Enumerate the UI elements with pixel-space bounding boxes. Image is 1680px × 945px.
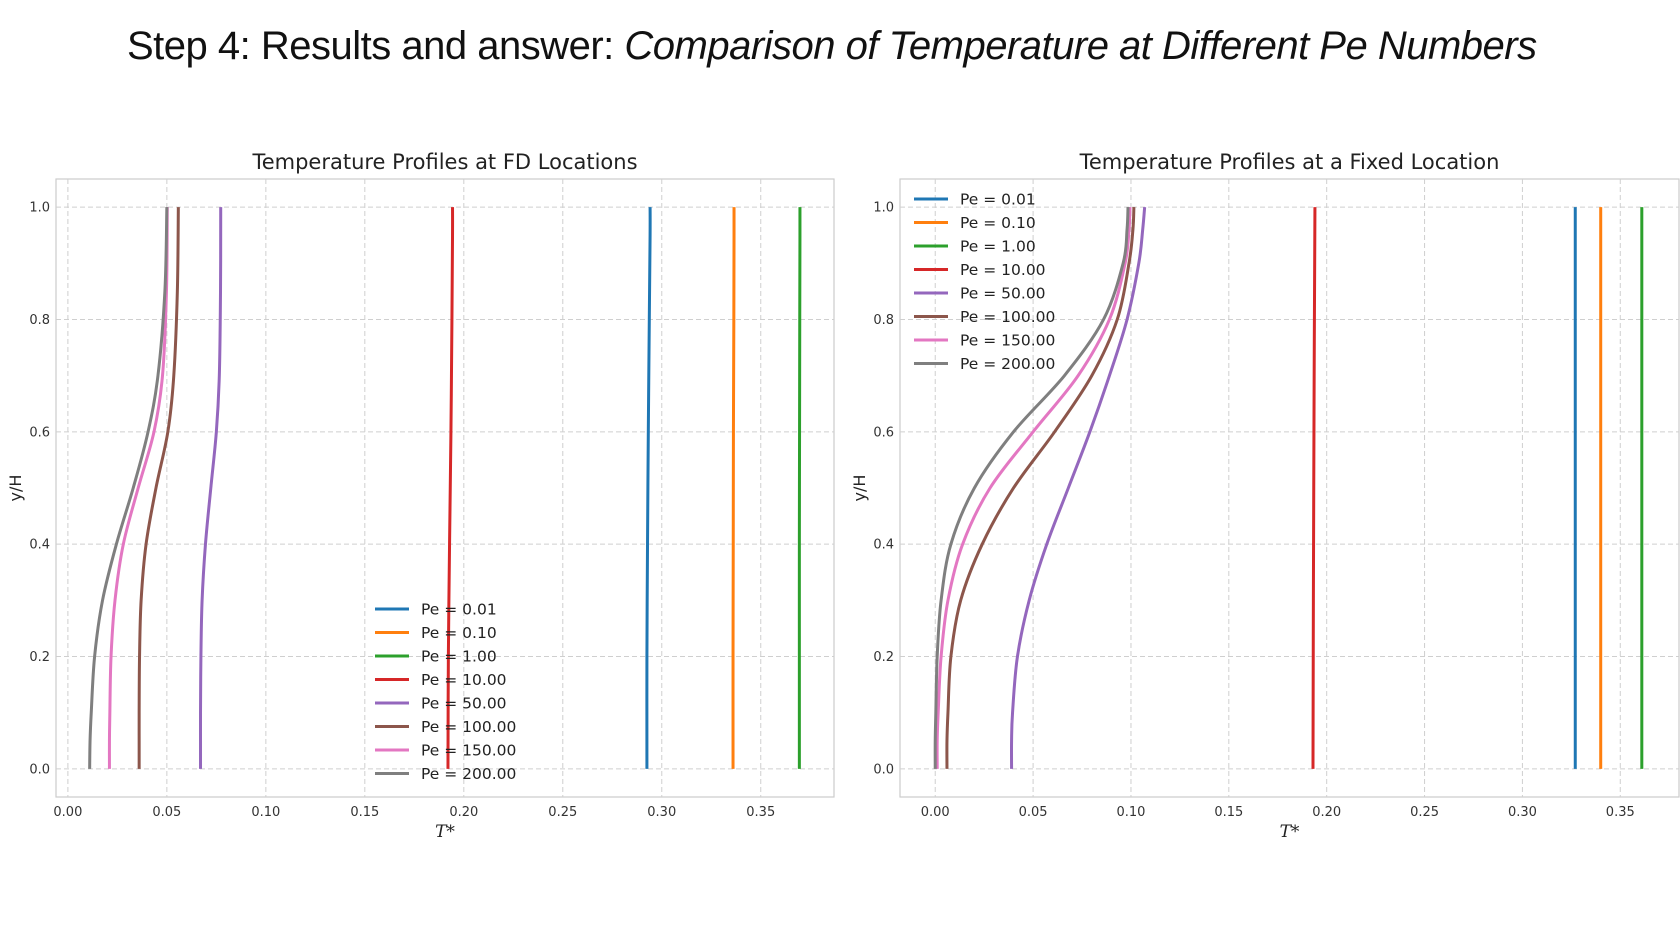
legend-label: Pe = 100.00 [421, 718, 516, 736]
legend-label: Pe = 1.00 [421, 648, 497, 666]
y-tick-label: 0.0 [29, 762, 50, 777]
legend-label: Pe = 150.00 [421, 742, 516, 760]
series-line-4 [1311, 207, 1317, 769]
y-tick-label: 0.6 [873, 425, 894, 440]
plot-area [55, 178, 835, 798]
series-line-1 [645, 207, 652, 769]
x-tick-label: 0.25 [548, 805, 577, 820]
legend-label: Pe = 0.10 [421, 624, 497, 642]
legend-label: Pe = 0.01 [960, 191, 1036, 209]
y-tick-label: 0.2 [29, 650, 50, 665]
x-tick-label: 0.10 [251, 805, 280, 820]
x-tick-label: 0.35 [746, 805, 775, 820]
plot-area [899, 178, 1680, 798]
legend-label: Pe = 150.00 [960, 332, 1055, 350]
y-tick-label: 1.0 [29, 201, 50, 216]
x-axis-label: T* [1280, 822, 1300, 842]
y-axis-label: y/H [850, 475, 869, 502]
series-line-4 [446, 207, 455, 769]
legend-label: Pe = 0.01 [421, 601, 497, 619]
x-tick-label: 0.05 [152, 805, 181, 820]
x-tick-label: 0.20 [449, 805, 478, 820]
legend-label: Pe = 0.10 [960, 214, 1036, 232]
series-line-2 [731, 207, 736, 769]
x-tick-label: 0.10 [1116, 805, 1145, 820]
slide-title: Step 4: Results and answer: Comparison o… [127, 24, 1537, 69]
legend-label: Pe = 100.00 [960, 308, 1055, 326]
legend-label: Pe = 10.00 [421, 671, 507, 689]
chart-title: Temperature Profiles at FD Locations [251, 150, 637, 174]
y-tick-label: 0.4 [873, 538, 894, 553]
x-tick-label: 0.25 [1410, 805, 1439, 820]
x-tick-label: 0.35 [1606, 805, 1635, 820]
y-tick-label: 0.2 [873, 650, 894, 665]
x-tick-label: 0.05 [1019, 805, 1048, 820]
series-line-5 [1009, 206, 1147, 769]
chart-2: 0.00 0.05 0.10 0.15 0.20 0.25 0.30 0.35 0.0 0.2 0.… [850, 150, 1680, 842]
x-tick-label: 0.00 [53, 805, 82, 820]
y-tick-label: 0.6 [29, 425, 50, 440]
y-tick-label: 0.0 [873, 762, 894, 777]
series-line-8 [88, 207, 169, 769]
legend: Pe = 0.01 Pe = 0.10 Pe = 1.00 Pe = 10.00 Pe … [375, 601, 516, 783]
x-tick-label: 0.20 [1312, 805, 1341, 820]
series-line-7 [935, 207, 1132, 769]
slide-title-emphasis: Comparison of Temperature at Different P… [624, 24, 1537, 68]
x-tick-label: 0.15 [350, 805, 379, 820]
legend-label: Pe = 50.00 [421, 695, 507, 713]
legend-label: Pe = 50.00 [960, 285, 1046, 303]
y-tick-label: 0.8 [873, 313, 894, 328]
y-tick-label: 0.8 [29, 313, 50, 328]
series-line-8 [933, 207, 1130, 769]
y-axis-label: y/H [6, 475, 25, 502]
series-line-7 [107, 207, 169, 769]
y-tick-label: 0.4 [29, 538, 50, 553]
y-tick-label: 1.0 [873, 201, 894, 216]
x-tick-label: 0.00 [921, 805, 950, 820]
chart-1: 0.00 0.05 0.10 0.15 0.20 0.25 0.30 0.35 0.0 0.2 0.… [6, 150, 835, 842]
x-tick-label: 0.15 [1214, 805, 1243, 820]
x-tick-label: 0.30 [647, 805, 676, 820]
x-axis-label: T* [435, 822, 455, 842]
slide-title-prefix: Step 4: Results and answer: [127, 24, 625, 68]
legend-label: Pe = 10.00 [960, 261, 1046, 279]
legend: Pe = 0.01 Pe = 0.10 Pe = 1.00 Pe = 10.00 Pe … [914, 191, 1055, 373]
series-line-6 [137, 207, 180, 769]
chart-title: Temperature Profiles at a Fixed Location [1079, 150, 1500, 174]
legend-label: Pe = 200.00 [421, 765, 516, 783]
x-tick-label: 0.30 [1508, 805, 1537, 820]
series-line-5 [198, 207, 223, 769]
legend-label: Pe = 1.00 [960, 238, 1036, 256]
legend-label: Pe = 200.00 [960, 355, 1055, 373]
series-line-6 [945, 207, 1136, 769]
series-line-3 [797, 207, 802, 769]
